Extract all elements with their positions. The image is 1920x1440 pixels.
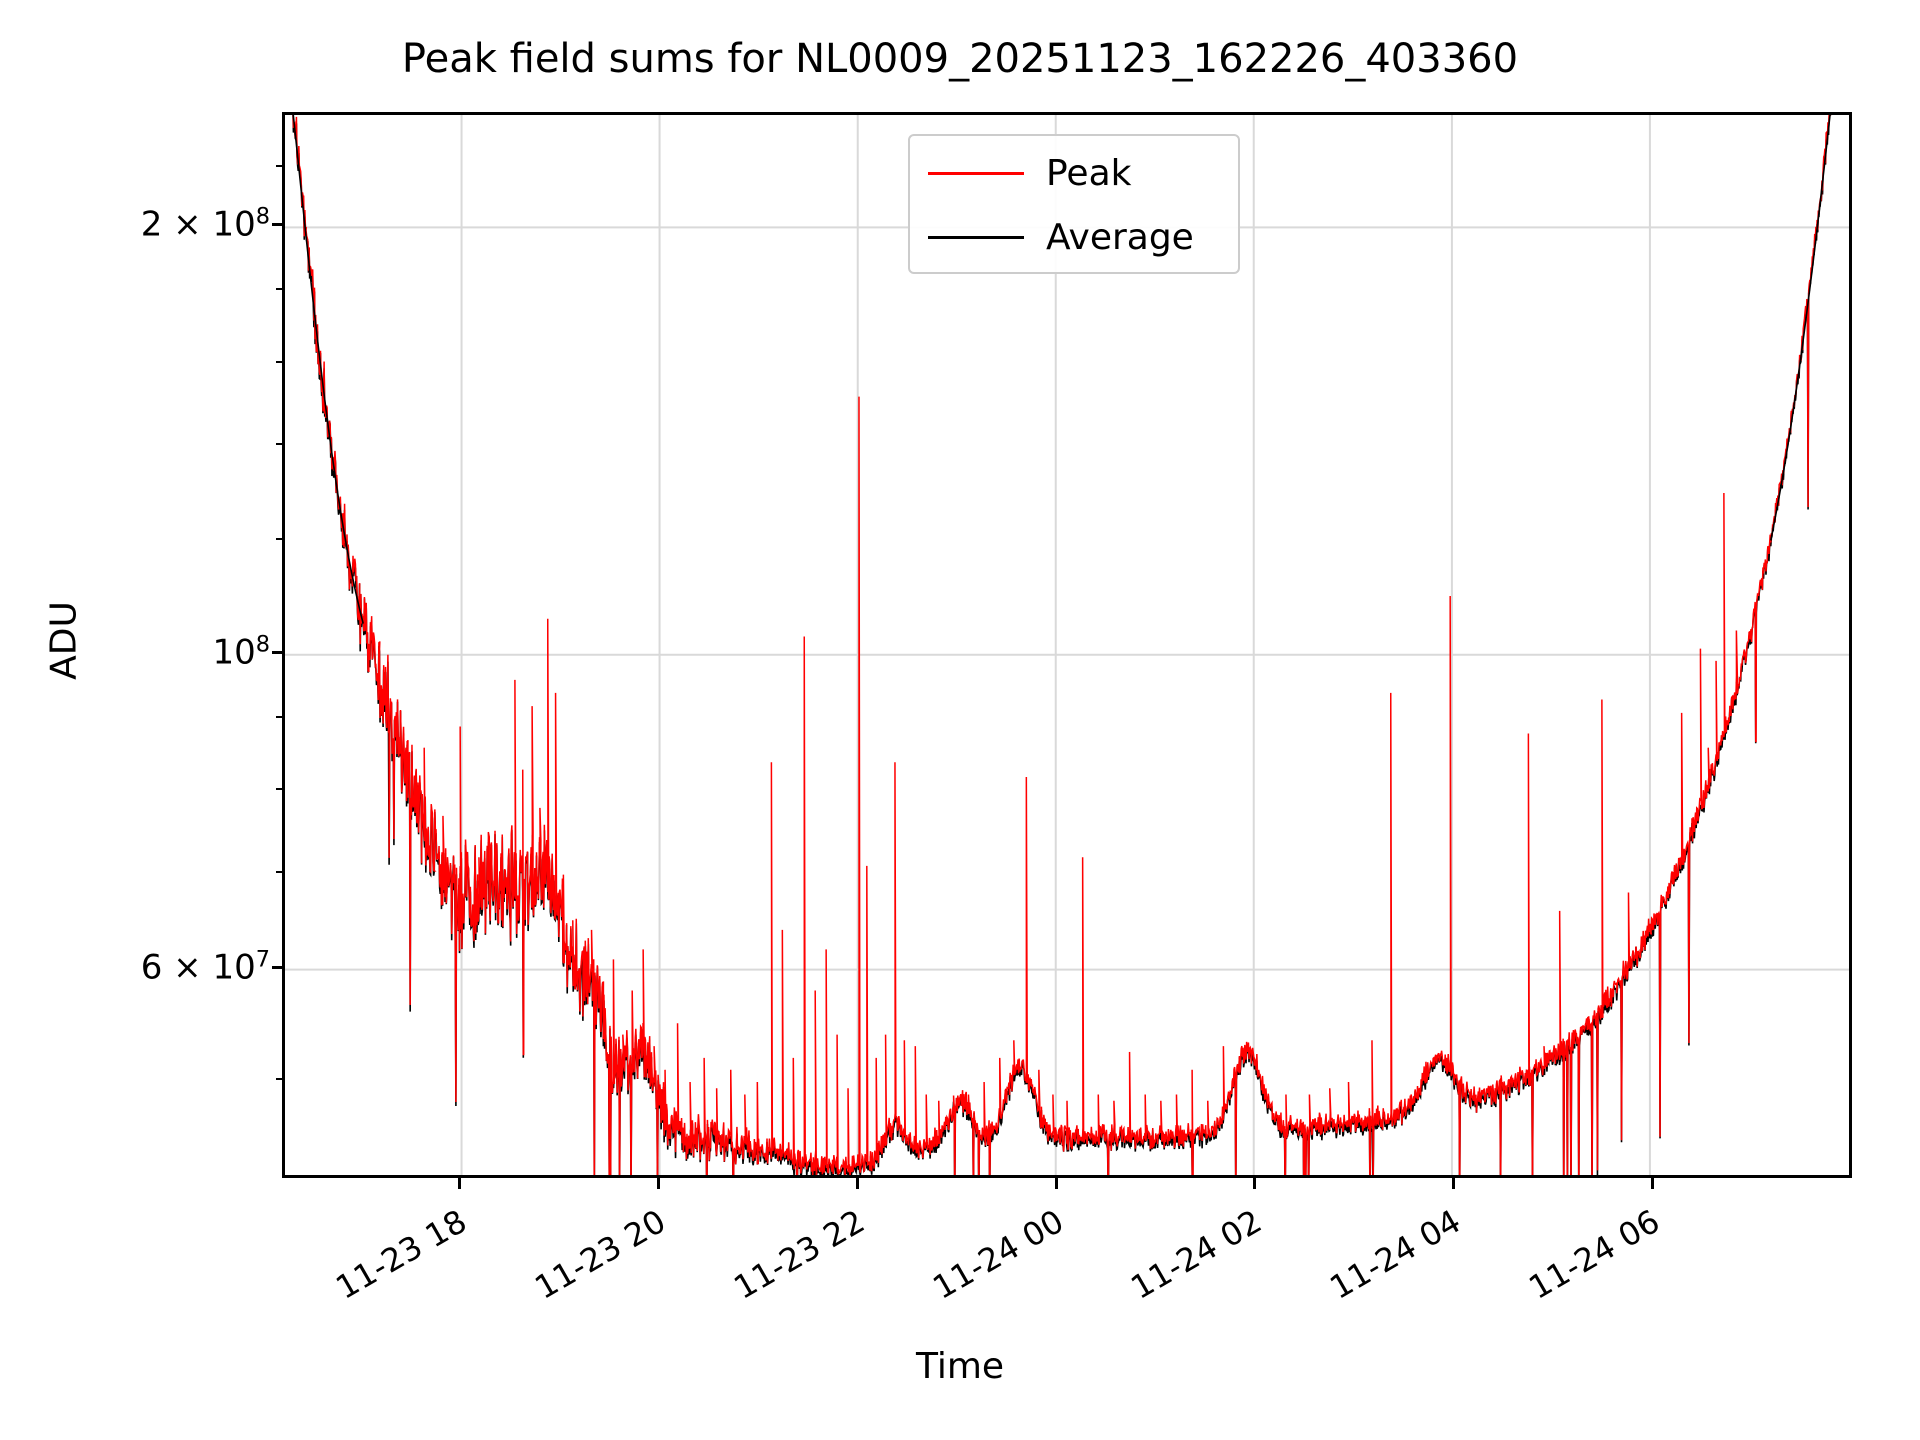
- x-tick-mark: [855, 1178, 859, 1189]
- x-tick-mark: [1452, 1178, 1456, 1189]
- grid-lines: [285, 115, 1849, 1175]
- x-tick-label: 11-24 00: [926, 1202, 1070, 1307]
- chart-title: Peak field sums for NL0009_20251123_1622…: [401, 36, 1519, 82]
- y-tick-mark-minor: [276, 1078, 282, 1081]
- legend-item-average: Average: [910, 206, 1238, 268]
- y-tick-label: 6 × 107: [140, 945, 270, 988]
- y-tick-mark-minor: [276, 164, 282, 167]
- chart-legend: Peak Average: [908, 134, 1240, 274]
- y-tick-label: 108: [212, 631, 270, 673]
- y-tick-mark: [272, 650, 282, 654]
- y-tick-mark: [272, 965, 282, 969]
- legend-label-average: Average: [1046, 216, 1194, 258]
- y-tick-label: 2 × 108: [140, 203, 270, 246]
- y-tick-mark-minor: [276, 360, 282, 363]
- y-tick-mark-minor: [276, 288, 282, 291]
- x-tick-mark: [458, 1178, 462, 1189]
- y-tick-mark-minor: [276, 443, 282, 446]
- y-tick-mark-minor: [276, 788, 282, 791]
- x-tick-label: 11-23 22: [727, 1202, 871, 1307]
- x-tick-label: 11-23 18: [329, 1202, 474, 1307]
- y-tick-mark-minor: [276, 715, 282, 718]
- plot-svg: [285, 115, 1849, 1175]
- legend-swatch-peak: [928, 171, 1024, 175]
- plot-area: [282, 112, 1852, 1178]
- x-tick-label: 11-24 04: [1323, 1202, 1468, 1307]
- legend-label-peak: Peak: [1046, 152, 1132, 194]
- y-axis-label: ADU: [43, 601, 85, 680]
- y-tick-mark: [272, 223, 282, 227]
- y-tick-mark-minor: [276, 538, 282, 541]
- legend-item-peak: Peak: [910, 142, 1238, 204]
- x-tick-label: 11-24 02: [1124, 1202, 1269, 1307]
- legend-swatch-average: [928, 235, 1024, 239]
- y-tick-mark-minor: [276, 870, 282, 873]
- series-line-average-top: [292, 115, 1831, 624]
- series-line-peak: [292, 115, 1832, 1175]
- series-line-average: [292, 115, 1832, 1175]
- x-tick-label: 11-24 06: [1522, 1202, 1667, 1307]
- x-tick-mark: [657, 1178, 660, 1189]
- x-axis-label: Time: [915, 1346, 1005, 1387]
- x-tick-label: 11-23 20: [528, 1202, 672, 1307]
- x-tick-mark: [1651, 1178, 1655, 1189]
- x-tick-mark: [1054, 1178, 1058, 1189]
- x-tick-mark: [1253, 1178, 1257, 1189]
